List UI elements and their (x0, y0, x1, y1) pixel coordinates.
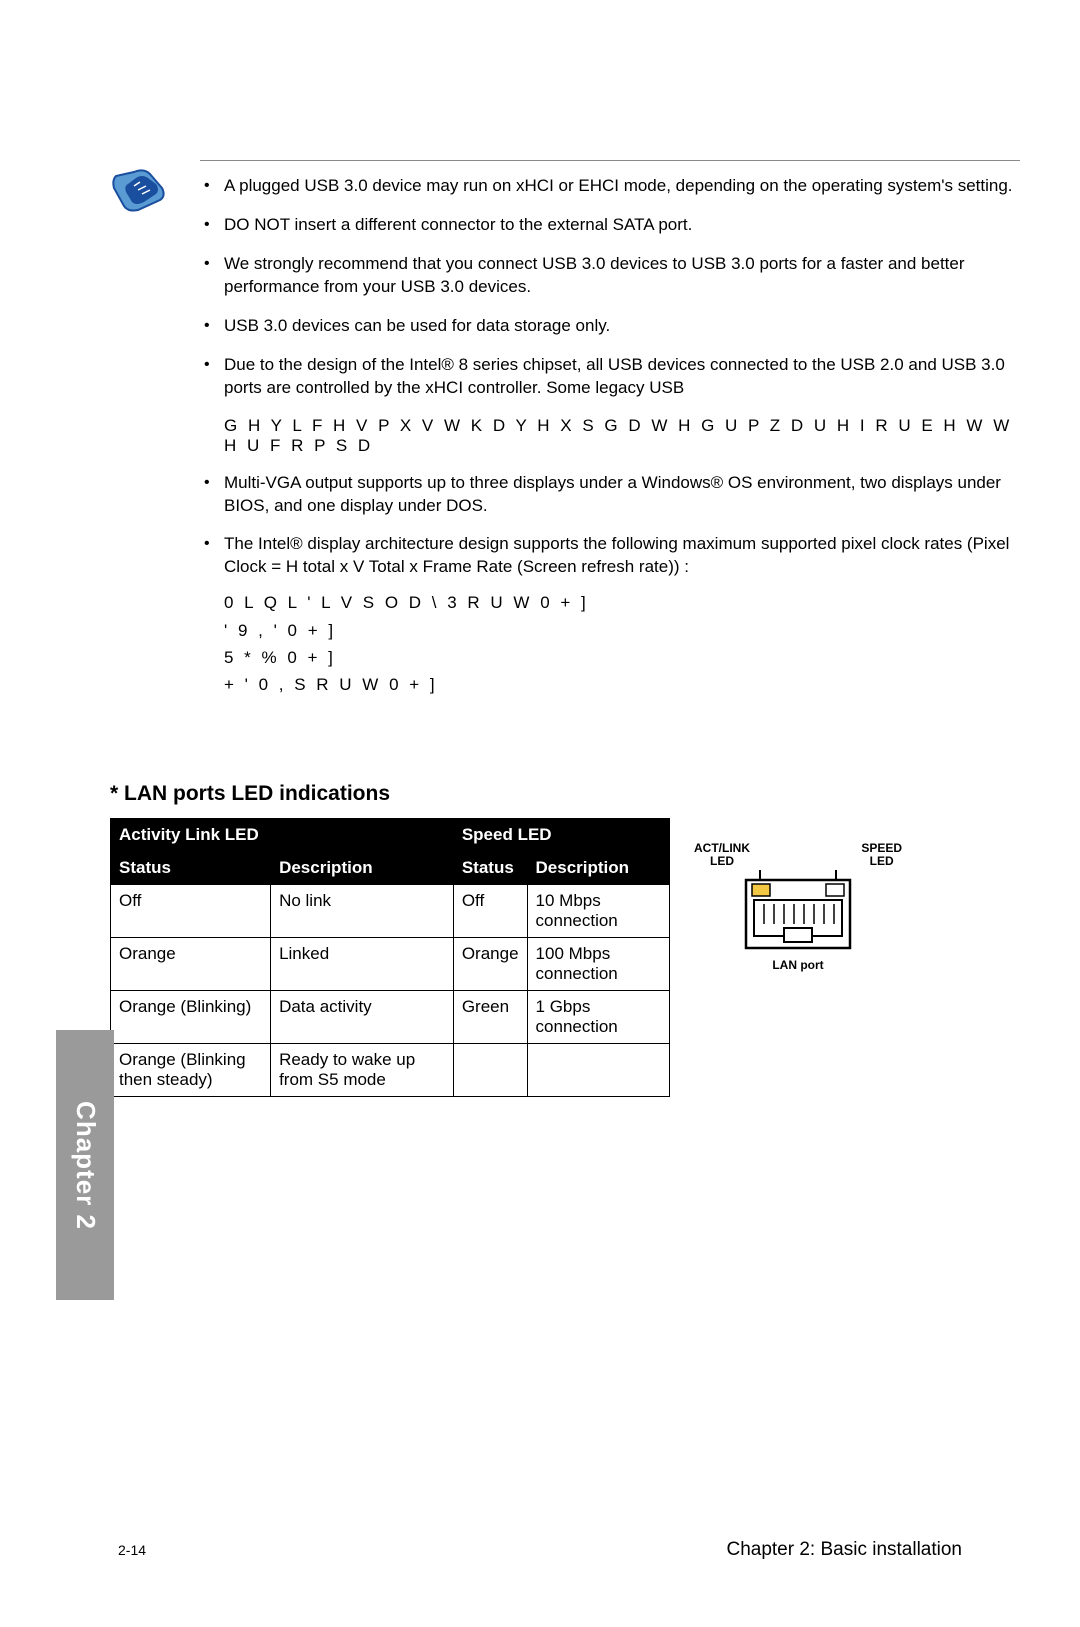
note-item: The Intel® display architecture design s… (200, 533, 1020, 698)
cell: Orange (453, 938, 527, 991)
th-desc: Description (527, 852, 669, 885)
chapter-title: Chapter 2: Basic installation (726, 1539, 962, 1561)
cell: Orange (Blinking) (111, 991, 271, 1044)
note-item: Due to the design of the Intel® 8 series… (200, 354, 1020, 400)
cell: Off (453, 885, 527, 938)
note-item: We strongly recommend that you connect U… (200, 253, 1020, 299)
cell: 10 Mbps connection (527, 885, 669, 938)
th-speed: Speed LED (453, 819, 669, 852)
cell (453, 1044, 527, 1097)
table-row: Orange (Blinking then steady) Ready to w… (111, 1044, 670, 1097)
note-text: The Intel® display architecture design s… (224, 534, 1009, 576)
th-activity: Activity Link LED (111, 819, 454, 852)
chapter-tab-label: Chapter 2 (70, 1101, 101, 1230)
lan-port-icon (738, 870, 858, 956)
cell: Orange (111, 938, 271, 991)
note-item: A plugged USB 3.0 device may run on xHCI… (200, 175, 1020, 198)
table-row: Orange (Blinking) Data activity Green 1 … (111, 991, 670, 1044)
section-heading: * LAN ports LED indications (110, 782, 1020, 806)
cell: Data activity (271, 991, 454, 1044)
diagram-label-right: SPEEDLED (861, 842, 902, 868)
garbled-text: G H Y L F H V P X V W K D Y H X S G D W … (200, 416, 1020, 456)
note-item: DO NOT insert a different connector to t… (200, 214, 1020, 237)
subline: 0 L Q L ' L V S O D \ 3 R U W 0 + ] (224, 589, 1020, 616)
cell (527, 1044, 669, 1097)
page-footer: 2-14 Chapter 2: Basic installation (118, 1539, 962, 1561)
cell: Green (453, 991, 527, 1044)
table-row: Off No link Off 10 Mbps connection (111, 885, 670, 938)
cell: Ready to wake up from S5 mode (271, 1044, 454, 1097)
note-list: A plugged USB 3.0 device may run on xHCI… (200, 175, 1020, 400)
cell: 100 Mbps connection (527, 938, 669, 991)
cell: Orange (Blinking then steady) (111, 1044, 271, 1097)
chapter-tab: Chapter 2 (56, 1030, 114, 1300)
cell: Off (111, 885, 271, 938)
note-hand-icon (110, 166, 170, 216)
th-desc: Description (271, 852, 454, 885)
th-status: Status (111, 852, 271, 885)
subline: + ' 0 , S R U W 0 + ] (224, 671, 1020, 698)
diagram-label-left: ACT/LINKLED (694, 842, 750, 868)
subline: ' 9 , ' 0 + ] (224, 617, 1020, 644)
page-content: A plugged USB 3.0 device may run on xHCI… (110, 160, 1020, 1537)
note-block: A plugged USB 3.0 device may run on xHCI… (200, 160, 1020, 722)
cell: 1 Gbps connection (527, 991, 669, 1044)
cell: Linked (271, 938, 454, 991)
table-row: Orange Linked Orange 100 Mbps connection (111, 938, 670, 991)
lan-port-diagram: ACT/LINKLED SPEEDLED (688, 818, 908, 972)
note-item: USB 3.0 devices can be used for data sto… (200, 315, 1020, 338)
led-table-wrap: Activity Link LED Speed LED Status Descr… (110, 818, 1020, 1097)
note-list-2: Multi-VGA output supports up to three di… (200, 472, 1020, 699)
note-item: Multi-VGA output supports up to three di… (200, 472, 1020, 518)
page-number: 2-14 (118, 1542, 146, 1558)
diagram-caption: LAN port (688, 958, 908, 972)
pixel-clock-sublist: 0 L Q L ' L V S O D \ 3 R U W 0 + ] ' 9 … (224, 589, 1020, 698)
led-table: Activity Link LED Speed LED Status Descr… (110, 818, 670, 1097)
cell: No link (271, 885, 454, 938)
th-status: Status (453, 852, 527, 885)
subline: 5 * % 0 + ] (224, 644, 1020, 671)
